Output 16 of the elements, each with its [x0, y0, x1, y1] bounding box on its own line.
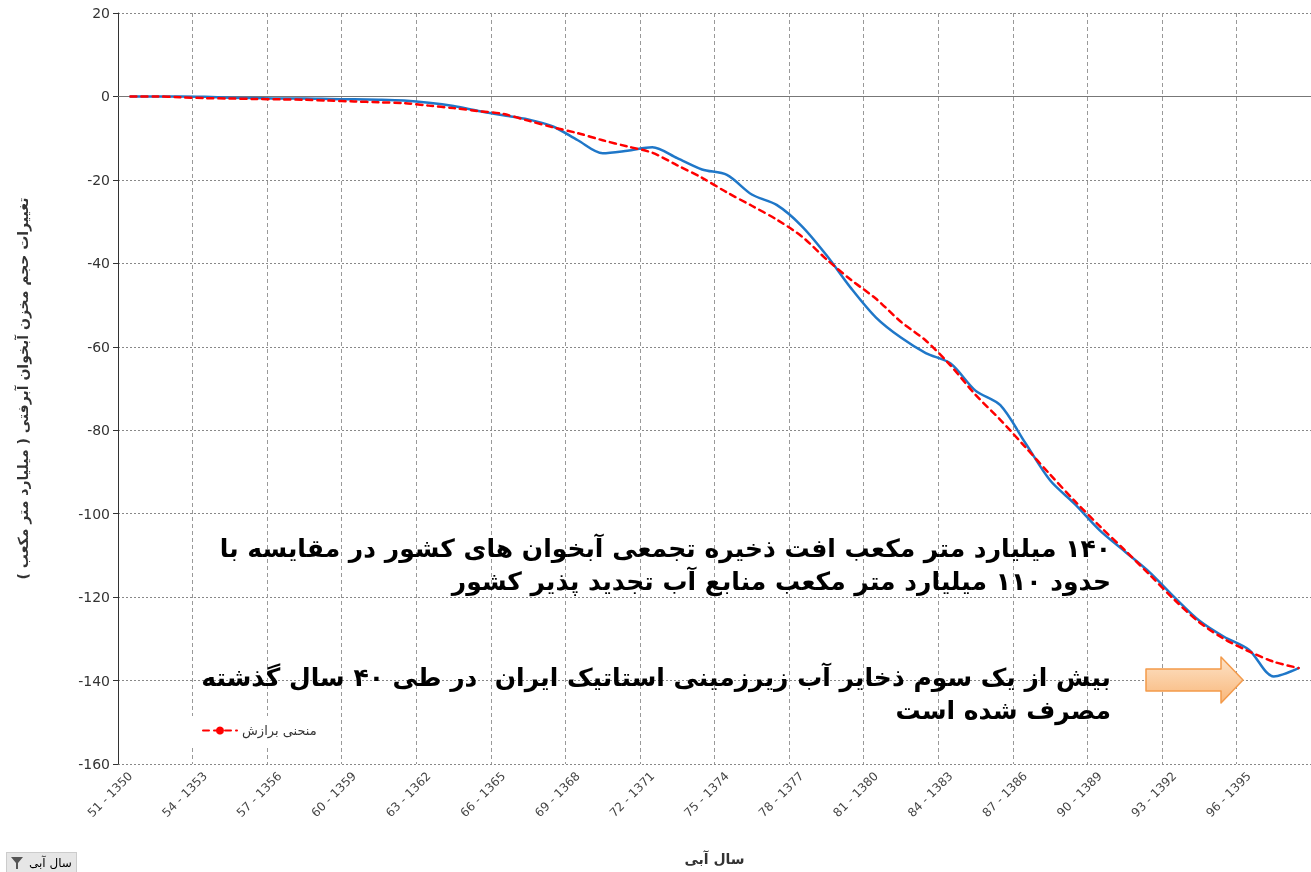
annotation: بیش از یک سوم ذخایر آب زیرزمینی استاتیک ایران در طی ۴۰ سال گذشته مصرف شده است	[201, 663, 1111, 725]
y-tick-label: -20	[87, 171, 110, 188]
y-tick-label: 0	[101, 88, 110, 105]
y-tick-label: -100	[78, 505, 110, 522]
y-tick-label: -140	[78, 672, 110, 689]
x-axis-title: سال آبی	[684, 850, 745, 867]
legend-label: منحنی برازش	[242, 723, 317, 739]
y-tick-label: -60	[87, 338, 110, 355]
y-tick-label: -40	[87, 255, 110, 272]
y-tick-label: 20	[92, 5, 110, 21]
annotation: ۱۴۰ میلیارد متر مکعب افت ذخیره تجمعی آبخوان های کشور در مقایسه با حدود ۱۱۰ میلیارد متر مکعب منابع آب تجدید پذیر کشور	[219, 533, 1111, 598]
y-axis-title: تغییرات حجم مخزن آبخوان آبرفتی ( میلیارد متر مکعب )	[14, 197, 32, 580]
text: سال آبی	[29, 856, 72, 870]
y-tick-label: -120	[78, 589, 110, 606]
y-tick-label: -160	[78, 756, 110, 772]
y-tick-label: -80	[87, 422, 110, 439]
